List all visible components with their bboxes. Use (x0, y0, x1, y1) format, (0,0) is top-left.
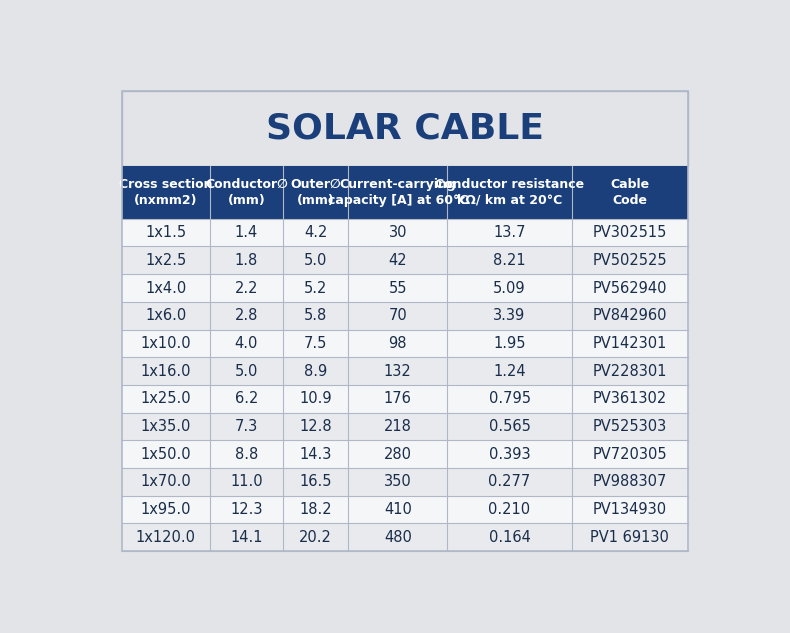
Text: 176: 176 (384, 391, 412, 406)
Text: 1.95: 1.95 (493, 336, 526, 351)
Text: 16.5: 16.5 (299, 474, 332, 489)
Text: 4.0: 4.0 (235, 336, 258, 351)
Text: 1.8: 1.8 (235, 253, 258, 268)
Text: 5.0: 5.0 (304, 253, 328, 268)
Text: 1x4.0: 1x4.0 (145, 280, 186, 296)
Text: 2.2: 2.2 (235, 280, 258, 296)
Text: 350: 350 (384, 474, 412, 489)
Text: 70: 70 (389, 308, 407, 323)
Text: 0.277: 0.277 (488, 474, 531, 489)
Text: 5.2: 5.2 (304, 280, 328, 296)
Text: 1x120.0: 1x120.0 (136, 530, 196, 545)
FancyBboxPatch shape (122, 91, 688, 166)
FancyBboxPatch shape (122, 496, 688, 523)
Text: 3.39: 3.39 (494, 308, 525, 323)
Text: 12.3: 12.3 (230, 502, 263, 517)
Text: 7.3: 7.3 (235, 419, 258, 434)
Text: 4.2: 4.2 (304, 225, 328, 240)
FancyBboxPatch shape (122, 219, 688, 246)
Text: 1x2.5: 1x2.5 (145, 253, 186, 268)
Text: PV842960: PV842960 (592, 308, 667, 323)
Text: Conductor resistance
kΩ/ km at 20°C: Conductor resistance kΩ/ km at 20°C (435, 178, 584, 207)
FancyBboxPatch shape (122, 523, 688, 551)
Text: PV228301: PV228301 (592, 363, 667, 379)
Text: PV988307: PV988307 (592, 474, 667, 489)
Text: 5.8: 5.8 (304, 308, 327, 323)
FancyBboxPatch shape (122, 274, 688, 302)
Text: 0.565: 0.565 (488, 419, 530, 434)
Text: 410: 410 (384, 502, 412, 517)
Text: Current-carrying
capacity [A] at 60°C: Current-carrying capacity [A] at 60°C (328, 178, 468, 207)
FancyBboxPatch shape (122, 330, 688, 357)
Text: 7.5: 7.5 (304, 336, 328, 351)
Text: Cable
Code: Cable Code (610, 178, 649, 207)
FancyBboxPatch shape (122, 166, 688, 219)
Text: 1x10.0: 1x10.0 (141, 336, 191, 351)
Text: Outer∅
(mm): Outer∅ (mm) (291, 178, 341, 207)
Text: PV142301: PV142301 (592, 336, 667, 351)
Text: Cross section
(nxmm2): Cross section (nxmm2) (119, 178, 213, 207)
Text: 8.8: 8.8 (235, 447, 258, 461)
Text: PV134930: PV134930 (592, 502, 667, 517)
Text: 5.0: 5.0 (235, 363, 258, 379)
Text: PV361302: PV361302 (592, 391, 667, 406)
Text: 5.09: 5.09 (493, 280, 526, 296)
Text: 1x1.5: 1x1.5 (145, 225, 186, 240)
Text: 0.393: 0.393 (489, 447, 530, 461)
Text: 1x50.0: 1x50.0 (141, 447, 191, 461)
Text: 1x70.0: 1x70.0 (141, 474, 191, 489)
Text: 42: 42 (389, 253, 407, 268)
Text: 14.1: 14.1 (230, 530, 263, 545)
Text: 11.0: 11.0 (230, 474, 263, 489)
Text: 10.9: 10.9 (299, 391, 332, 406)
Text: 8.9: 8.9 (304, 363, 327, 379)
Text: PV525303: PV525303 (592, 419, 667, 434)
Text: 14.3: 14.3 (299, 447, 332, 461)
Text: 1.24: 1.24 (493, 363, 526, 379)
Text: 218: 218 (384, 419, 412, 434)
Text: 0.164: 0.164 (488, 530, 530, 545)
Text: PV562940: PV562940 (592, 280, 667, 296)
FancyBboxPatch shape (122, 441, 688, 468)
Text: 0.210: 0.210 (488, 502, 531, 517)
Text: 0.795: 0.795 (488, 391, 531, 406)
Text: 1.4: 1.4 (235, 225, 258, 240)
FancyBboxPatch shape (122, 246, 688, 274)
Text: 6.2: 6.2 (235, 391, 258, 406)
Text: 480: 480 (384, 530, 412, 545)
FancyBboxPatch shape (122, 357, 688, 385)
Text: PV502525: PV502525 (592, 253, 667, 268)
Text: PV302515: PV302515 (592, 225, 667, 240)
FancyBboxPatch shape (122, 385, 688, 413)
Text: 1x95.0: 1x95.0 (141, 502, 191, 517)
Text: 55: 55 (389, 280, 407, 296)
Text: 1x35.0: 1x35.0 (141, 419, 191, 434)
Text: PV720305: PV720305 (592, 447, 667, 461)
Text: 13.7: 13.7 (493, 225, 526, 240)
Text: SOLAR CABLE: SOLAR CABLE (266, 111, 544, 146)
Text: Conductor∅
(mm): Conductor∅ (mm) (205, 178, 288, 207)
FancyBboxPatch shape (122, 413, 688, 441)
Text: 1x6.0: 1x6.0 (145, 308, 186, 323)
Text: PV1 69130: PV1 69130 (590, 530, 669, 545)
Text: 8.21: 8.21 (493, 253, 526, 268)
Text: 1x25.0: 1x25.0 (141, 391, 191, 406)
Text: 20.2: 20.2 (299, 530, 333, 545)
Text: 280: 280 (384, 447, 412, 461)
Text: 132: 132 (384, 363, 412, 379)
FancyBboxPatch shape (122, 302, 688, 330)
Text: 18.2: 18.2 (299, 502, 332, 517)
FancyBboxPatch shape (122, 468, 688, 496)
Text: 1x16.0: 1x16.0 (141, 363, 191, 379)
Text: 12.8: 12.8 (299, 419, 332, 434)
Text: 30: 30 (389, 225, 407, 240)
Text: 98: 98 (389, 336, 407, 351)
Text: 2.8: 2.8 (235, 308, 258, 323)
